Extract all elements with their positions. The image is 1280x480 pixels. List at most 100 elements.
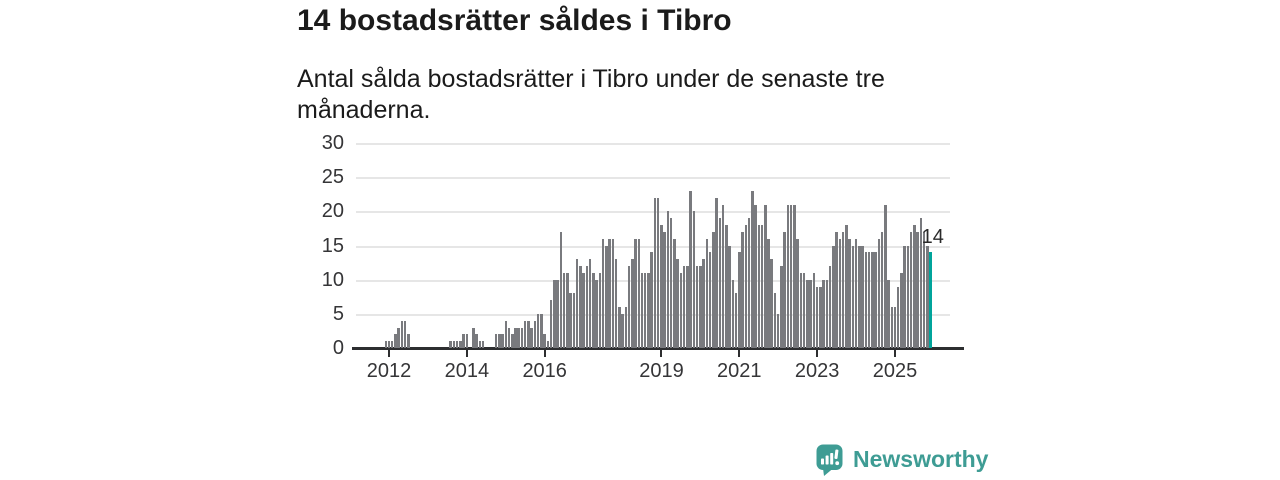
bar [916, 231, 919, 348]
bar [459, 341, 462, 348]
bar [390, 341, 394, 348]
bar [887, 279, 890, 348]
bar [900, 272, 903, 348]
bar [569, 293, 572, 348]
bar [527, 320, 530, 348]
bar [585, 266, 589, 348]
bar [867, 252, 871, 348]
bar [475, 334, 478, 348]
x-tick-2016 [543, 350, 546, 357]
bar [841, 231, 845, 348]
bar [549, 300, 553, 348]
bar [806, 279, 809, 348]
bar [523, 320, 527, 348]
bar [815, 286, 819, 348]
bar [608, 238, 611, 348]
y-tick-label-5: 5 [332, 302, 344, 325]
bar [835, 231, 838, 348]
y-tick-label-25: 25 [321, 166, 344, 189]
bar [903, 245, 906, 348]
bar [764, 204, 767, 348]
bar [601, 238, 605, 348]
bar [650, 252, 653, 348]
bar [572, 293, 576, 348]
y-tick-label-15: 15 [321, 234, 344, 257]
bar [828, 266, 832, 348]
bar [462, 334, 465, 348]
bar [741, 231, 744, 348]
bar [598, 272, 602, 348]
gridline-y-5 [356, 313, 950, 316]
chart-title: 14 bostadsrätter såldes i Tibro [297, 4, 732, 37]
x-tick-2025 [894, 350, 896, 357]
gridline-y-30 [356, 143, 950, 145]
bar [705, 238, 709, 348]
bar [819, 286, 822, 348]
newsworthy-brand: Newsworthy [816, 444, 988, 478]
bar [738, 252, 741, 348]
bar [533, 320, 537, 348]
bar [825, 279, 829, 348]
last-bar-value-annotation: 14 [921, 226, 944, 249]
bar [621, 313, 624, 348]
bar [893, 307, 897, 348]
y-tick-label-20: 20 [321, 200, 344, 223]
bar [562, 272, 566, 348]
bar [669, 218, 673, 348]
bar [517, 327, 520, 348]
bar [896, 286, 900, 348]
x-tick-label-2019: 2019 [639, 360, 684, 382]
bar [481, 341, 485, 348]
bar [637, 238, 640, 348]
bar [909, 231, 913, 348]
bar [699, 266, 702, 348]
bar [611, 238, 615, 348]
gridline-y-20 [356, 211, 950, 214]
x-tick-label-2012: 2012 [366, 360, 412, 382]
bar [666, 211, 670, 348]
bar [858, 245, 861, 348]
bar [507, 327, 511, 348]
y-tick-label-30: 30 [321, 132, 344, 155]
bar [501, 334, 504, 348]
bar [582, 272, 585, 348]
x-tick-label-2021: 2021 [717, 360, 762, 382]
x-tick-label-2025: 2025 [872, 360, 918, 382]
bar [605, 245, 608, 348]
bar [702, 259, 705, 348]
bar [708, 252, 712, 348]
bar [494, 334, 498, 348]
bar [822, 279, 825, 348]
bar [754, 204, 757, 348]
bar [712, 231, 715, 348]
bar [387, 341, 391, 348]
bar [634, 238, 637, 348]
bar [595, 279, 598, 348]
bar [663, 231, 666, 348]
bar [832, 245, 835, 348]
x-tick-2012 [388, 350, 390, 357]
bar [546, 341, 550, 348]
bar [631, 259, 634, 348]
bar [874, 252, 877, 348]
bar [653, 197, 657, 348]
bar [679, 272, 683, 348]
bar [757, 225, 761, 348]
x-tick-2014 [465, 350, 468, 357]
bar [789, 204, 793, 348]
bar [614, 259, 618, 348]
bar [780, 266, 783, 348]
bar [530, 327, 533, 348]
x-tick-2021 [738, 350, 741, 357]
bar [913, 225, 916, 348]
bar [890, 307, 893, 348]
gridline-y-25 [356, 177, 950, 180]
bar [845, 225, 848, 348]
bar [809, 279, 812, 348]
bar [718, 218, 722, 348]
bar [478, 341, 482, 348]
bar [871, 252, 874, 348]
bar [770, 259, 773, 348]
plot-area [352, 143, 964, 350]
bar [656, 197, 660, 348]
